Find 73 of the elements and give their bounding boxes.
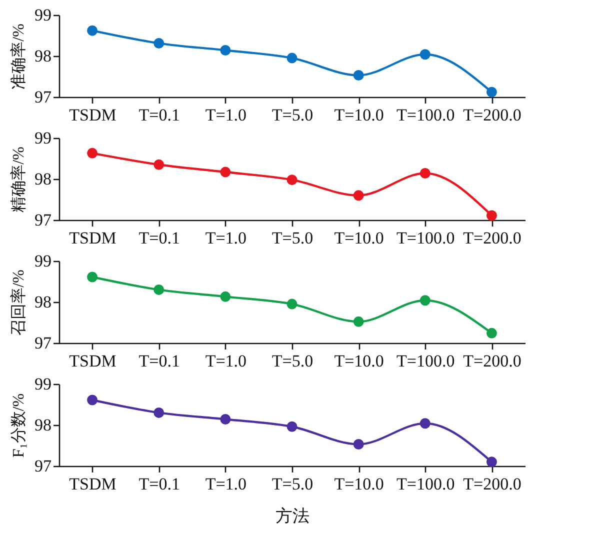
x-tick-label: T=0.1 (138, 228, 180, 248)
y-tick-label: 99 (34, 252, 52, 270)
point (154, 38, 164, 49)
point (286, 52, 298, 64)
point (154, 407, 164, 418)
x-tick-label: T=200.0 (463, 474, 522, 494)
x-tick-label: T=1.0 (205, 106, 247, 124)
point (420, 295, 430, 306)
x-tick-label: T=200.0 (463, 106, 522, 124)
point (420, 49, 430, 60)
y-axis-title: 召回率/% (10, 270, 28, 336)
point (220, 166, 231, 178)
point (486, 328, 497, 338)
point (286, 298, 298, 310)
x-tick-label: T=0.1 (138, 106, 180, 124)
x-tick-label: T=5.0 (272, 228, 314, 248)
y-tick-label: 98 (34, 416, 52, 434)
x-tick-label: TSDM (69, 474, 116, 494)
x-tick-label: T=1.0 (205, 352, 247, 370)
point (486, 210, 497, 221)
x-tick-label: T=100.0 (396, 106, 455, 124)
x-tick-label: T=5.0 (272, 474, 314, 494)
y-axis-title: F₁分数/% (10, 393, 28, 458)
point (87, 272, 98, 282)
point (353, 190, 364, 201)
point (420, 418, 430, 429)
x-tick-label: T=0.1 (138, 352, 180, 370)
point (353, 70, 364, 81)
x-tick-label: T=10.0 (334, 106, 384, 124)
point (87, 25, 98, 36)
point (486, 86, 497, 98)
x-tick-label: TSDM (69, 106, 116, 124)
x-tick-label: TSDM (69, 352, 116, 370)
x-tick-label: T=100.0 (396, 352, 455, 370)
point (286, 174, 298, 186)
x-tick-label: T=200.0 (463, 228, 522, 248)
point (87, 148, 98, 158)
x-tick-label: T=1.0 (205, 474, 247, 494)
y-tick-label: 98 (34, 292, 52, 312)
y-tick-label: 98 (34, 46, 52, 66)
x-tick-label: T=100.0 (396, 228, 455, 248)
x-tick-label: TSDM (69, 228, 116, 248)
point (353, 439, 364, 450)
point (353, 316, 364, 327)
y-tick-label: 99 (34, 128, 52, 148)
point (220, 45, 231, 56)
x-tick-label: T=100.0 (396, 474, 455, 494)
point (220, 291, 231, 302)
y-tick-label: 99 (34, 374, 52, 394)
point (154, 284, 164, 295)
point (87, 394, 98, 406)
x-tick-label: T=10.0 (334, 228, 384, 248)
y-axis-title: 准确率/% (10, 24, 28, 90)
y-tick-label: 98 (34, 170, 52, 188)
y-tick-label: 97 (34, 210, 52, 230)
y-tick-label: 97 (34, 334, 52, 352)
x-tick-label: T=10.0 (334, 474, 384, 494)
point (220, 414, 231, 424)
y-tick-label: 97 (34, 88, 52, 106)
x-tick-label: T=0.1 (138, 474, 180, 494)
y-axis-title: 精确率/% (10, 146, 28, 212)
x-tick-label: T=1.0 (205, 228, 247, 248)
x-tick-label: T=10.0 (334, 352, 384, 370)
y-tick-label: 97 (34, 456, 52, 476)
x-axis-title: 方法 (276, 506, 310, 526)
point (486, 456, 497, 468)
point (420, 168, 430, 178)
x-tick-label: T=5.0 (272, 106, 314, 124)
x-tick-label: T=200.0 (463, 352, 522, 370)
y-tick-label: 99 (34, 6, 52, 24)
point (154, 159, 164, 170)
x-tick-label: T=5.0 (272, 352, 314, 370)
point (286, 421, 298, 432)
